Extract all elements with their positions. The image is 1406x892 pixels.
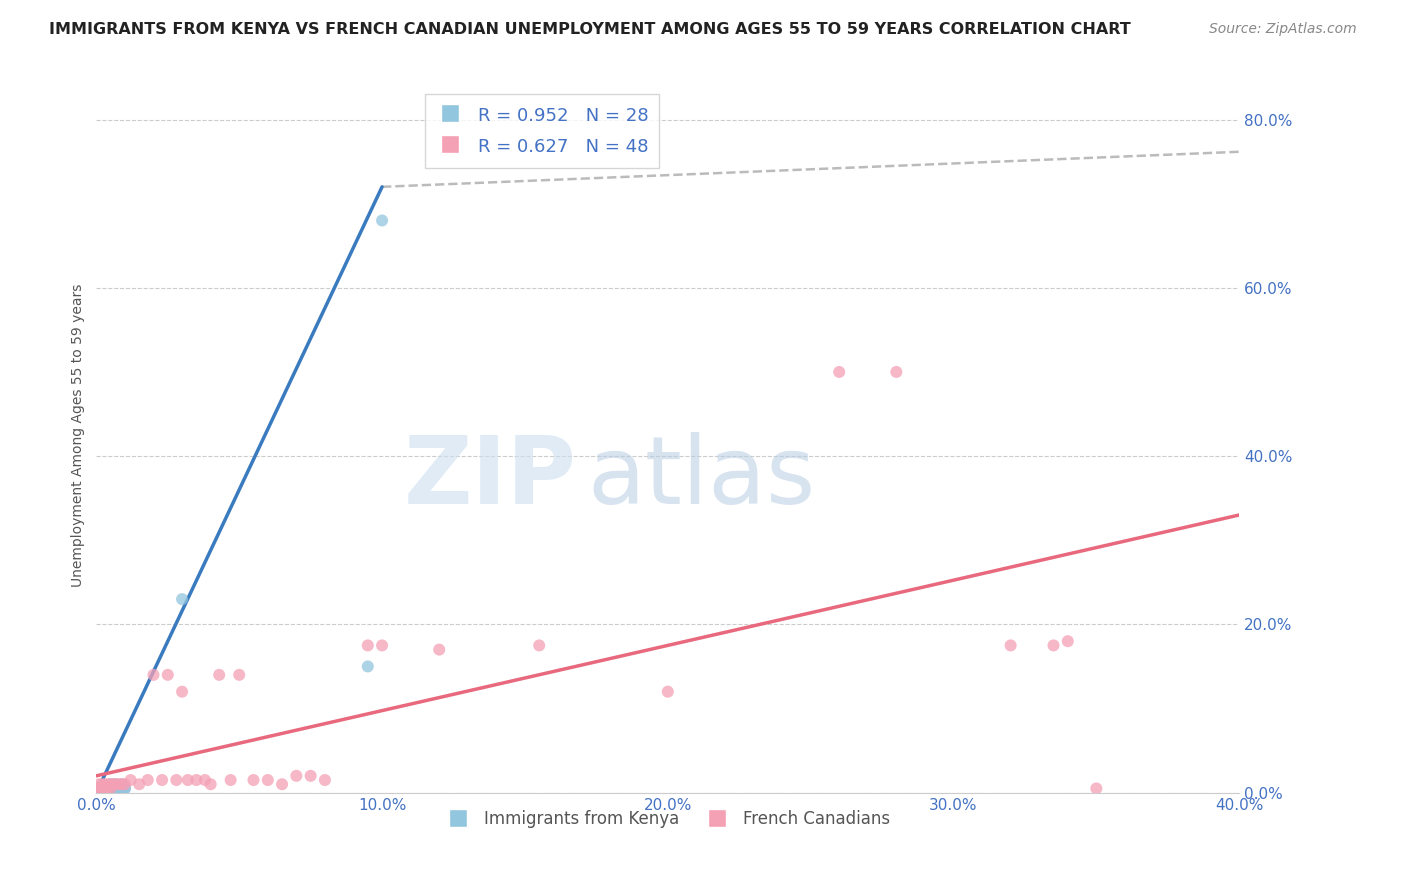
Point	[111, 781, 134, 796]
Legend: Immigrants from Kenya, French Canadians: Immigrants from Kenya, French Canadians	[439, 803, 897, 834]
Point	[170, 592, 193, 607]
Point	[114, 781, 136, 796]
Point	[150, 772, 173, 787]
Point	[100, 781, 122, 796]
Point	[97, 779, 120, 793]
Point	[108, 781, 131, 796]
Point	[228, 668, 250, 682]
Point	[97, 781, 120, 796]
Point	[91, 777, 114, 791]
Point	[114, 781, 136, 796]
Point	[86, 781, 108, 796]
Point	[357, 639, 380, 653]
Point	[100, 781, 122, 796]
Point	[357, 659, 380, 673]
Text: Source: ZipAtlas.com: Source: ZipAtlas.com	[1209, 22, 1357, 37]
Point	[86, 781, 108, 796]
Point	[165, 772, 187, 787]
Point	[299, 769, 322, 783]
Point	[103, 777, 125, 791]
Point	[94, 777, 117, 791]
Point	[285, 769, 308, 783]
Point	[156, 668, 179, 682]
Point	[128, 777, 150, 791]
Point	[1042, 639, 1064, 653]
Point	[89, 781, 111, 796]
Point	[1056, 634, 1078, 648]
Point	[108, 779, 131, 793]
Point	[111, 777, 134, 791]
Point	[89, 781, 111, 796]
Point	[208, 668, 231, 682]
Text: ZIP: ZIP	[404, 432, 576, 524]
Point	[828, 365, 851, 379]
Point	[91, 781, 114, 796]
Point	[194, 772, 217, 787]
Point	[91, 781, 114, 796]
Point	[105, 781, 128, 796]
Point	[657, 684, 679, 698]
Point	[91, 781, 114, 796]
Point	[103, 781, 125, 796]
Point	[242, 772, 264, 787]
Point	[314, 772, 336, 787]
Point	[271, 777, 294, 791]
Point	[1085, 781, 1108, 796]
Point	[103, 781, 125, 796]
Point	[105, 781, 128, 796]
Point	[97, 781, 120, 796]
Point	[120, 772, 142, 787]
Point	[886, 365, 908, 379]
Point	[1000, 639, 1022, 653]
Point	[105, 777, 128, 791]
Point	[100, 777, 122, 791]
Y-axis label: Unemployment Among Ages 55 to 59 years: Unemployment Among Ages 55 to 59 years	[72, 284, 86, 587]
Point	[94, 779, 117, 793]
Point	[114, 777, 136, 791]
Point	[94, 781, 117, 796]
Point	[97, 777, 120, 791]
Point	[111, 777, 134, 791]
Point	[100, 777, 122, 791]
Point	[94, 781, 117, 796]
Point	[94, 781, 117, 796]
Point	[142, 668, 165, 682]
Point	[427, 642, 450, 657]
Point	[100, 781, 122, 796]
Point	[177, 772, 200, 787]
Point	[200, 777, 222, 791]
Point	[170, 684, 193, 698]
Point	[105, 777, 128, 791]
Point	[219, 772, 242, 787]
Point	[371, 213, 394, 227]
Text: atlas: atlas	[588, 432, 815, 524]
Text: IMMIGRANTS FROM KENYA VS FRENCH CANADIAN UNEMPLOYMENT AMONG AGES 55 TO 59 YEARS : IMMIGRANTS FROM KENYA VS FRENCH CANADIAN…	[49, 22, 1130, 37]
Point	[89, 777, 111, 791]
Point	[103, 777, 125, 791]
Point	[186, 772, 208, 787]
Point	[89, 781, 111, 796]
Point	[371, 639, 394, 653]
Point	[256, 772, 278, 787]
Point	[108, 777, 131, 791]
Point	[136, 772, 159, 787]
Point	[529, 639, 551, 653]
